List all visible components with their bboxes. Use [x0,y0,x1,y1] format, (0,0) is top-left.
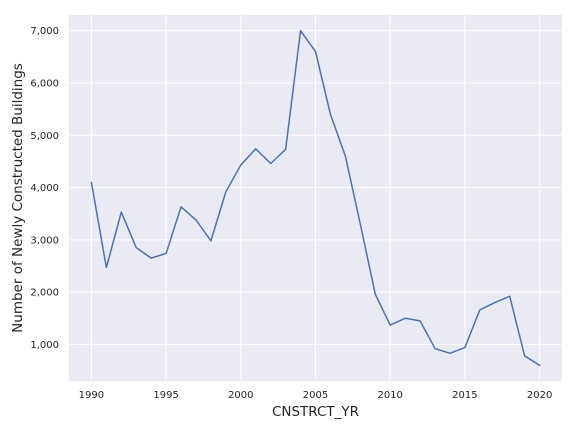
series-line-0 [90,29,541,367]
x-tick-label: 1990 [79,390,104,401]
x-tick-label: 2010 [377,390,402,401]
x-tick-label: 2005 [303,390,328,401]
x-tick-label: 2015 [452,390,477,401]
y-tick-label: 5,000 [30,131,59,142]
x-tick-label: 2020 [527,390,552,401]
y-tick-label: 2,000 [30,288,59,299]
y-tick-label: 3,000 [30,235,59,246]
x-axis-ticks: 1990 1995 2000 2005 2010 2015 2020 [79,390,553,401]
y-axis-ticks: 1,000 2,000 3,000 4,000 5,000 6,000 7,000 [30,26,59,351]
y-tick-label: 4,000 [30,183,59,194]
grid-lines [69,15,562,381]
y-tick-label: 7,000 [30,26,59,37]
x-axis-title: CNSTRCT_YR [272,404,359,420]
x-tick-label: 1995 [153,390,178,401]
x-tick-label: 2000 [228,390,253,401]
y-tick-label: 6,000 [30,78,59,89]
y-tick-label: 1,000 [30,340,59,351]
y-axis-title: Number of Newly Constructed Buildings [10,63,26,333]
series-layer [90,29,541,367]
